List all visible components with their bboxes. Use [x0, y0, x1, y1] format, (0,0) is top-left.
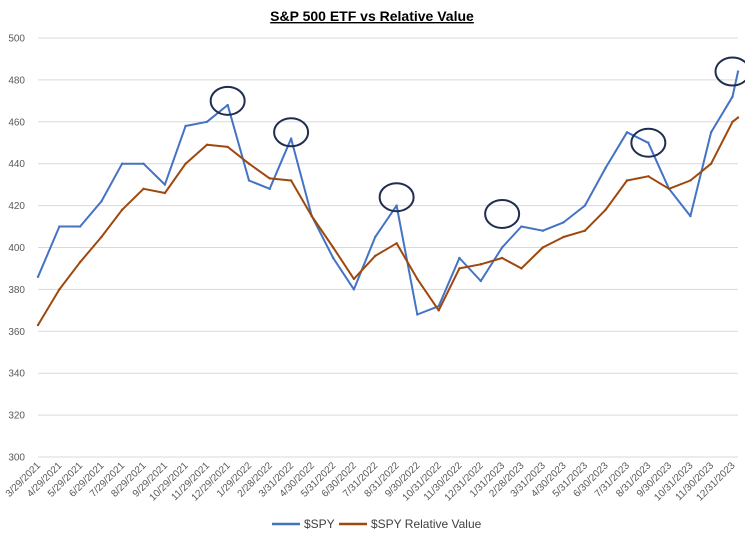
y-tick-label: 420 — [8, 201, 25, 212]
data-point — [184, 162, 187, 165]
annotations — [209, 56, 745, 229]
x-axis: 3/29/20214/29/20215/29/20216/29/20217/29… — [4, 460, 738, 503]
data-point — [331, 256, 335, 260]
data-point — [58, 225, 61, 228]
data-point — [709, 131, 713, 134]
data-point — [731, 95, 734, 98]
data-point — [226, 145, 229, 149]
data-point — [120, 162, 124, 165]
data-point — [120, 208, 124, 211]
data-point — [520, 267, 523, 270]
data-point — [416, 313, 419, 316]
data-point — [604, 166, 607, 170]
data-point — [479, 263, 482, 266]
annotation-circle — [484, 198, 521, 229]
legend-label: $SPY — [304, 517, 335, 531]
data-point — [100, 235, 103, 239]
chart-title: S&P 500 ETF vs Relative Value — [270, 8, 474, 24]
data-point — [541, 246, 545, 249]
data-point — [667, 187, 671, 191]
data-point — [289, 179, 293, 182]
data-point — [709, 162, 713, 165]
data-point — [647, 141, 650, 144]
data-point — [289, 137, 293, 140]
data-point — [500, 246, 504, 249]
data-point — [625, 179, 629, 182]
annotation-circle — [630, 127, 667, 158]
data-point — [437, 309, 440, 312]
data-point — [58, 288, 61, 291]
y-tick-label: 360 — [8, 327, 25, 338]
data-point — [736, 116, 740, 119]
data-point — [100, 200, 103, 203]
y-tick-label: 440 — [8, 159, 25, 170]
series-lines — [36, 70, 740, 327]
data-point — [647, 175, 650, 178]
data-point — [395, 242, 398, 245]
y-tick-label: 500 — [8, 34, 25, 45]
data-point — [689, 179, 692, 182]
data-point — [562, 235, 565, 239]
data-point — [78, 260, 82, 264]
data-point — [268, 177, 271, 180]
data-point — [36, 323, 40, 327]
annotation-circle — [378, 182, 415, 213]
data-point — [479, 279, 482, 283]
y-tick-label: 380 — [8, 285, 25, 296]
data-point — [205, 120, 209, 124]
data-point — [625, 131, 629, 134]
data-point — [142, 162, 145, 165]
data-point — [604, 208, 607, 211]
data-point — [736, 70, 740, 73]
data-point — [247, 162, 251, 165]
data-point — [416, 277, 419, 281]
data-point — [437, 304, 440, 308]
data-point — [374, 235, 377, 239]
y-tick-label: 460 — [8, 117, 25, 128]
annotation-circle — [209, 85, 246, 116]
data-point — [395, 204, 398, 207]
data-point — [36, 275, 40, 279]
data-point — [205, 143, 209, 147]
data-point — [583, 204, 587, 207]
data-point — [247, 179, 251, 182]
data-point — [268, 187, 271, 191]
data-point — [310, 214, 313, 218]
data-point — [689, 214, 692, 218]
data-point — [458, 267, 461, 270]
legend: $SPY $SPY Relative Value — [272, 517, 482, 531]
annotation-circle — [273, 117, 310, 148]
data-point — [374, 254, 377, 258]
data-point — [458, 256, 461, 260]
data-point — [583, 229, 587, 232]
data-point — [562, 221, 565, 224]
y-tick-label: 320 — [8, 411, 25, 422]
data-point — [541, 229, 545, 232]
data-point — [352, 277, 356, 281]
data-point — [352, 288, 356, 291]
data-point — [226, 103, 229, 107]
y-axis: 300 320 340 360 380 400 420 440 460 480 500 — [8, 34, 25, 464]
data-point — [184, 124, 187, 128]
data-point — [500, 256, 504, 260]
data-point — [78, 225, 82, 228]
y-tick-label: 340 — [8, 369, 25, 380]
data-point — [731, 120, 734, 124]
legend-label: $SPY Relative Value — [371, 517, 482, 531]
y-tick-label: 480 — [8, 75, 25, 86]
annotation-circle — [714, 56, 745, 87]
data-point — [331, 246, 335, 249]
y-tick-label: 400 — [8, 243, 25, 254]
data-point — [163, 183, 167, 186]
series-line-0 — [37, 71, 739, 316]
y-tick-label: 300 — [8, 453, 25, 464]
data-point — [520, 225, 523, 228]
data-point — [142, 187, 145, 191]
data-point — [163, 191, 167, 195]
